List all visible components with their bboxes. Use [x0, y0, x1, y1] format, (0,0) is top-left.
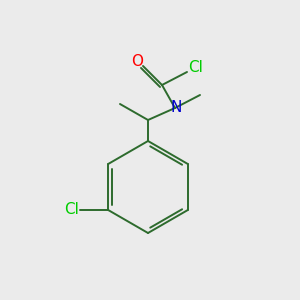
Text: N: N	[170, 100, 182, 115]
Text: Cl: Cl	[189, 61, 203, 76]
Text: O: O	[131, 55, 143, 70]
Text: Cl: Cl	[64, 202, 79, 217]
